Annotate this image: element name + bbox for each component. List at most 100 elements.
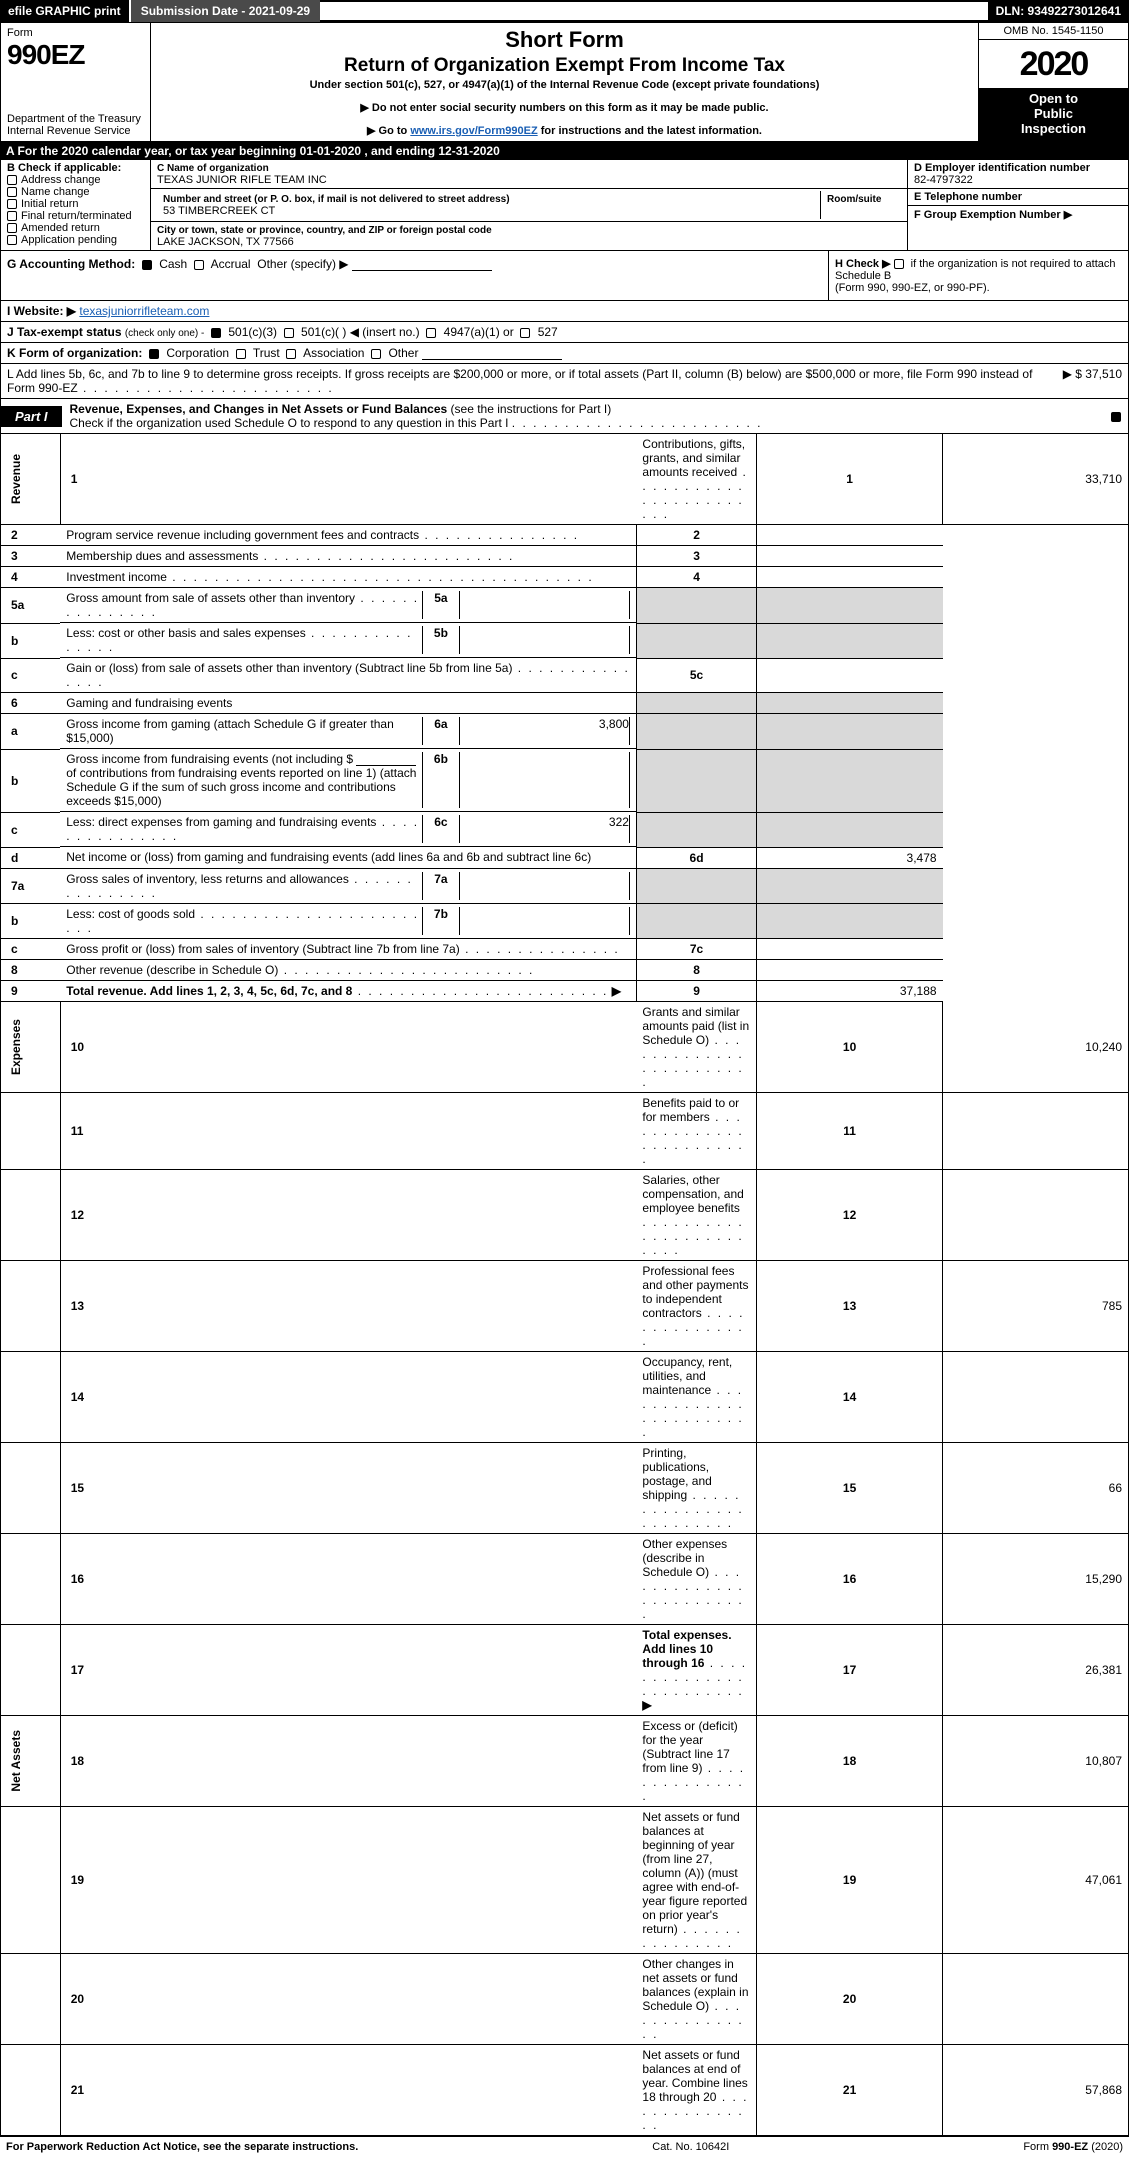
form-word: Form	[7, 27, 144, 39]
chk-cash[interactable]	[142, 260, 152, 270]
header-left: Form 990EZ Department of the Treasury In…	[1, 23, 151, 141]
row-gh: G Accounting Method: Cash Accrual Other …	[0, 251, 1129, 301]
row-l-gross-receipts: L Add lines 5b, 6c, and 7b to line 9 to …	[0, 364, 1129, 399]
chk-final-return[interactable]: Final return/terminated	[7, 210, 144, 222]
chk-other-org[interactable]	[371, 349, 381, 359]
accounting-other: Other (specify) ▶	[257, 257, 348, 271]
chk-association[interactable]	[286, 349, 296, 359]
line-14: 14 Occupancy, rent, utilities, and maint…	[1, 1352, 1129, 1443]
ein-label: D Employer identification number	[914, 162, 1090, 174]
chk-4947a1[interactable]	[426, 328, 436, 338]
info-grid: B Check if applicable: Address change Na…	[0, 160, 1129, 251]
val-6b	[460, 752, 630, 808]
val-9: 37,188	[757, 981, 943, 1002]
line-5c: c Gain or (loss) from sale of assets oth…	[1, 658, 1129, 693]
line-19: 19 Net assets or fund balances at beginn…	[1, 1807, 1129, 1954]
side-netassets: Net Assets	[7, 1726, 25, 1796]
open3: Inspection	[1021, 121, 1086, 136]
val-20	[943, 1954, 1129, 2045]
line-18: Net Assets 18 Excess or (deficit) for th…	[1, 1716, 1129, 1807]
col-b-title: B Check if applicable:	[7, 162, 144, 174]
val-2	[757, 525, 943, 546]
val-14	[943, 1352, 1129, 1443]
instr-goto: ▶ Go to www.irs.gov/Form990EZ for instru…	[159, 124, 970, 137]
website-link[interactable]: texasjuniorrifleteam.com	[79, 304, 209, 318]
chk-address-change[interactable]: Address change	[7, 174, 144, 186]
chk-accrual[interactable]	[194, 260, 204, 270]
part1-title-rest: (see the instructions for Part I)	[451, 402, 612, 416]
val-19: 47,061	[943, 1807, 1129, 1954]
org-name-value: TEXAS JUNIOR RIFLE TEAM INC	[157, 174, 327, 186]
org-city-label: City or town, state or province, country…	[157, 225, 492, 236]
row-j-tax-status: J Tax-exempt status (check only one) - 5…	[0, 322, 1129, 343]
org-name-cell: C Name of organization TEXAS JUNIOR RIFL…	[151, 160, 907, 189]
val-5c	[757, 658, 943, 693]
chk-501c3[interactable]	[211, 328, 221, 338]
side-expenses: Expenses	[7, 1015, 25, 1079]
part1-title: Revenue, Expenses, and Changes in Net As…	[62, 399, 1108, 433]
part1-title-bold: Revenue, Expenses, and Changes in Net As…	[70, 402, 448, 416]
chk-application-pending[interactable]: Application pending	[7, 234, 144, 246]
topbar-spacer	[320, 0, 987, 22]
accounting-other-input[interactable]	[352, 259, 492, 271]
val-11	[943, 1093, 1129, 1170]
val-7c	[757, 939, 943, 960]
part1-subline: Check if the organization used Schedule …	[70, 416, 509, 430]
fundraising-amount-input[interactable]	[356, 754, 416, 766]
val-6c: 322	[460, 815, 630, 843]
part1-schedule-o-check[interactable]	[1108, 409, 1128, 423]
schedule-b-check: H Check ▶ if the organization is not req…	[828, 251, 1128, 300]
instr-goto-post: for instructions and the latest informat…	[541, 125, 762, 137]
submission-date: Submission Date - 2021-09-29	[129, 0, 320, 22]
val-15: 66	[943, 1443, 1129, 1534]
line-6c: c Less: direct expenses from gaming and …	[1, 812, 1129, 847]
other-org-input[interactable]	[422, 348, 562, 360]
chk-501c[interactable]	[284, 328, 294, 338]
chk-schedule-b[interactable]	[894, 259, 904, 269]
val-21: 57,868	[943, 2045, 1129, 2136]
val-16: 15,290	[943, 1534, 1129, 1625]
line-20: 20 Other changes in net assets or fund b…	[1, 1954, 1129, 2045]
line-2: 2 Program service revenue including gove…	[1, 525, 1129, 546]
line-10: Expenses 10 Grants and similar amounts p…	[1, 1002, 1129, 1093]
telephone-cell: E Telephone number	[908, 189, 1128, 206]
val-10: 10,240	[943, 1002, 1129, 1093]
open2: Public	[1034, 106, 1073, 121]
col-b-checkboxes: B Check if applicable: Address change Na…	[1, 160, 151, 250]
irs-link[interactable]: www.irs.gov/Form990EZ	[410, 125, 537, 137]
line-5b: b Less: cost or other basis and sales ex…	[1, 623, 1129, 658]
org-address-row: Number and street (or P. O. box, if mail…	[151, 189, 907, 222]
form-header: Form 990EZ Department of the Treasury In…	[0, 22, 1129, 142]
subtitle-section: Under section 501(c), 527, or 4947(a)(1)…	[159, 79, 970, 91]
tax-status-note: (check only one) -	[125, 328, 204, 339]
org-address-value: 53 TIMBERCREEK CT	[163, 205, 275, 217]
accounting-method: G Accounting Method: Cash Accrual Other …	[1, 251, 828, 300]
line-6a: a Gross income from gaming (attach Sched…	[1, 714, 1129, 750]
val-8	[757, 960, 943, 981]
row-k-org-type: K Form of organization: Corporation Trus…	[0, 343, 1129, 364]
chk-corporation[interactable]	[149, 349, 159, 359]
open-inspection: Open to Public Inspection	[979, 88, 1128, 141]
dept-treasury: Department of the Treasury	[7, 113, 141, 125]
line-16: 16 Other expenses (describe in Schedule …	[1, 1534, 1129, 1625]
part1-tab: Part I	[1, 406, 62, 427]
org-city-value: LAKE JACKSON, TX 77566	[157, 236, 294, 248]
val-12	[943, 1170, 1129, 1261]
dln-label: DLN: 93492273012641	[988, 0, 1129, 22]
val-18: 10,807	[943, 1716, 1129, 1807]
chk-name-change[interactable]: Name change	[7, 186, 144, 198]
h-text3: (Form 990, 990-EZ, or 990-PF).	[835, 282, 990, 294]
omb-number: OMB No. 1545-1150	[979, 23, 1128, 40]
row-l-amount: ▶ $ 37,510	[1063, 367, 1122, 395]
col-d-ein: D Employer identification number 82-4797…	[908, 160, 1128, 250]
department-label: Department of the Treasury Internal Reve…	[7, 113, 144, 137]
group-exemption-cell: F Group Exemption Number ▶	[908, 206, 1128, 250]
form-number: 990EZ	[7, 39, 144, 71]
chk-trust[interactable]	[236, 349, 246, 359]
org-address-label: Number and street (or P. O. box, if mail…	[163, 194, 510, 205]
line-8: 8 Other revenue (describe in Schedule O)…	[1, 960, 1129, 981]
chk-527[interactable]	[520, 328, 530, 338]
line-7b: b Less: cost of goods sold 7b	[1, 904, 1129, 939]
chk-amended-return[interactable]: Amended return	[7, 222, 144, 234]
chk-initial-return[interactable]: Initial return	[7, 198, 144, 210]
